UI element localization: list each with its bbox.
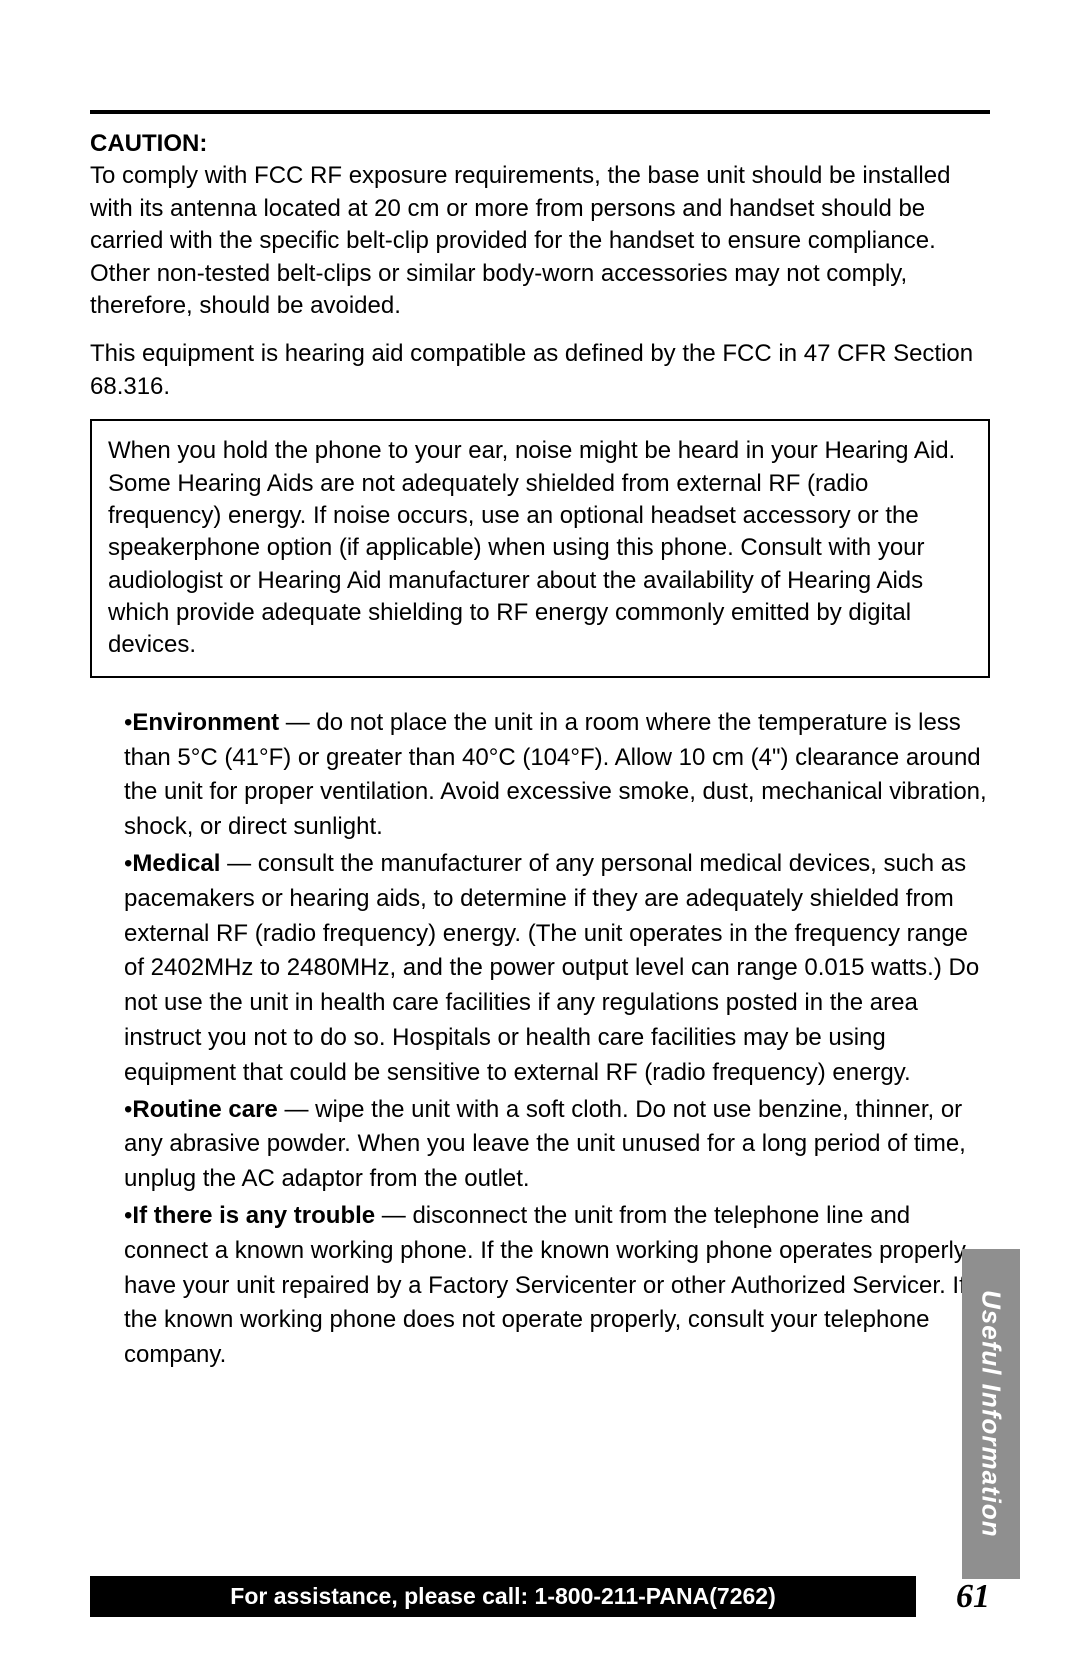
horizontal-rule [90,110,990,114]
bullet-item-environment: •Environment — do not place the unit in … [124,706,990,845]
bullet-label: Routine care [132,1096,277,1123]
caution-paragraph-2: This equipment is hearing aid compatible… [90,338,990,403]
section-tab-useful-information: Useful Information [962,1249,1020,1579]
page-footer: For assistance, please call: 1-800-211-P… [90,1576,990,1617]
bullet-text: — consult the manufacturer of any person… [124,850,979,1086]
page-number: 61 [956,1578,990,1616]
hearing-aid-notice-box: When you hold the phone to your ear, noi… [90,419,990,678]
bullet-list: •Environment — do not place the unit in … [90,706,990,1373]
bullet-label: If there is any trouble [132,1202,375,1229]
bullet-item-medical: •Medical — consult the manufacturer of a… [124,847,990,1091]
bullet-item-trouble: •If there is any trouble — disconnect th… [124,1199,990,1373]
caution-heading: CAUTION: [90,128,990,160]
bullet-label: Medical [132,850,220,877]
bullet-item-routine-care: •Routine care — wipe the unit with a sof… [124,1093,990,1197]
document-page: CAUTION: To comply with FCC RF exposure … [0,0,1080,1373]
assistance-phone-bar: For assistance, please call: 1-800-211-P… [90,1576,916,1617]
bullet-label: Environment [132,709,279,736]
section-tab-label: Useful Information [976,1290,1007,1538]
caution-paragraph-1: To comply with FCC RF exposure requireme… [90,160,990,322]
